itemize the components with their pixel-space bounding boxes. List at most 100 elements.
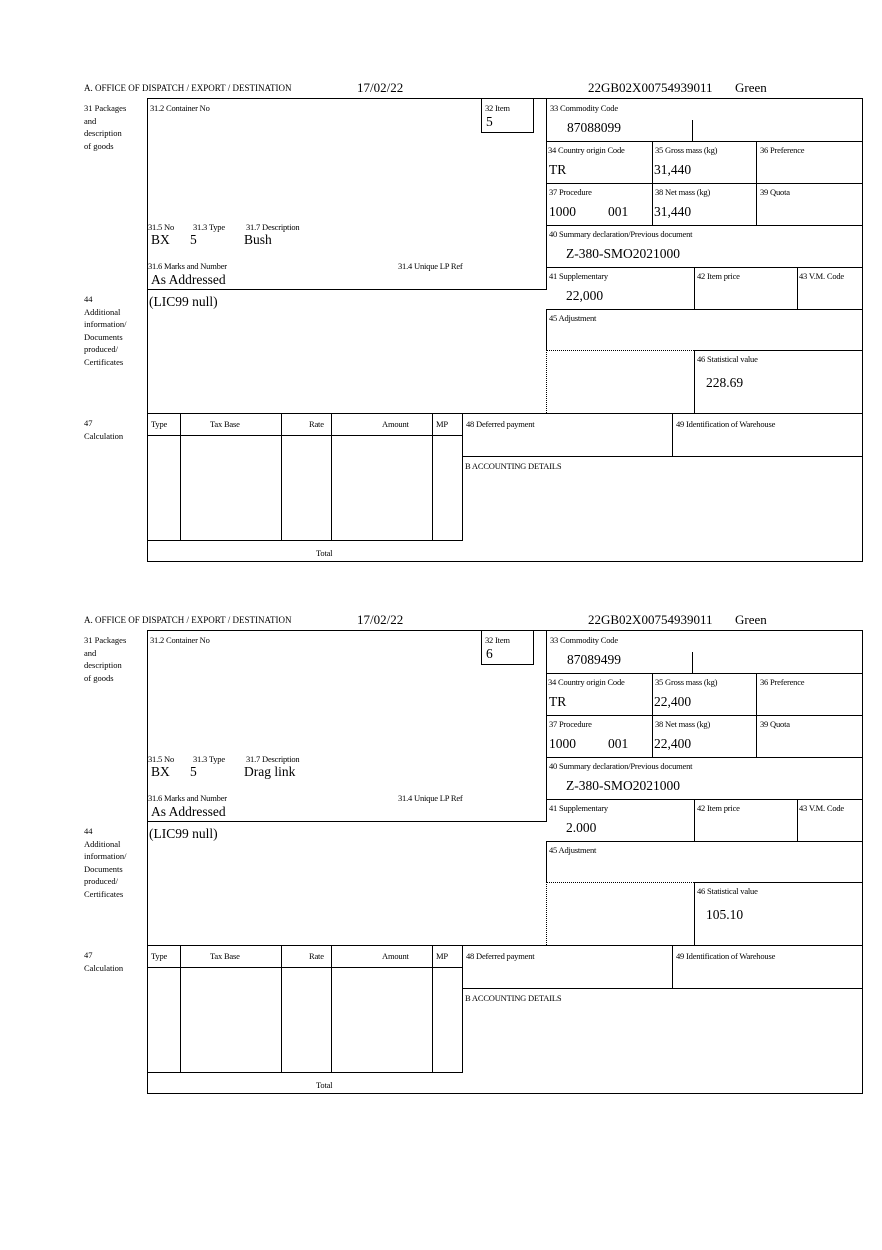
side-label-line: Documents [84, 863, 123, 874]
divider [147, 540, 463, 541]
procedure-label: 37 Procedure [549, 187, 592, 197]
divider [546, 141, 863, 142]
divider [694, 882, 863, 883]
supplementary-label: 41 Supplementary [549, 271, 608, 281]
country-origin-value: TR [549, 694, 567, 709]
divider [672, 945, 673, 988]
divider [147, 1072, 463, 1073]
divider [462, 945, 463, 1072]
procedure-extra-value: 001 [608, 736, 629, 751]
divider [546, 841, 863, 842]
commodity-code-label: 33 Commodity Code [550, 635, 618, 645]
divider [546, 183, 863, 184]
divider [797, 799, 798, 841]
side-label-line: 31 Packages [84, 103, 127, 113]
divider [147, 435, 463, 436]
calc-header-type: Type [151, 951, 168, 961]
divider [546, 673, 863, 674]
calc-header-amount: Amount [382, 951, 409, 961]
divider [180, 945, 181, 1072]
divider [462, 413, 463, 540]
side-label-line: Certificates [84, 888, 124, 899]
description-value: Drag link [244, 764, 296, 779]
divider [546, 225, 863, 226]
divider [546, 757, 863, 758]
summary-declaration-label: 40 Summary declaration/Previous document [549, 229, 693, 239]
statistical-value: 228.69 [706, 375, 744, 390]
side-label-line: 47 [84, 418, 93, 428]
divider [756, 141, 757, 225]
form-frame [147, 630, 863, 1094]
item-price-label: 42 Item price [697, 271, 740, 281]
type-value: 5 [190, 764, 197, 779]
statistical-value-label: 46 Statistical value [697, 354, 758, 364]
side-label-line: 44 [84, 294, 93, 304]
country-origin-label: 34 Country origin Code [548, 677, 625, 687]
container-no-label: 31.2 Container No [150, 103, 210, 113]
vm-code-label: 43 V.M. Code [799, 271, 844, 281]
divider [546, 267, 863, 268]
calc-header-type: Type [151, 419, 168, 429]
vm-code-label: 43 V.M. Code [799, 803, 844, 813]
route-status: Green [735, 80, 767, 95]
description-label: 31.7 Description [246, 222, 300, 232]
side-label-packages: 31 Packages and description of goods [84, 634, 144, 684]
side-label-line: Calculation [84, 962, 124, 973]
item-value: 6 [486, 646, 493, 661]
side-label-line: Certificates [84, 356, 124, 367]
marks-value: As Addressed [151, 272, 226, 287]
divider [432, 413, 433, 540]
divider [652, 141, 653, 225]
side-label-line: produced/ [84, 876, 118, 886]
divider [432, 945, 433, 1072]
container-no-label: 31.2 Container No [150, 635, 210, 645]
side-label-calculation: 47 Calculation [84, 417, 144, 442]
calc-header-mp: MP [436, 419, 448, 429]
side-label-line: 31 Packages [84, 635, 127, 645]
gross-mass-label: 35 Gross mass (kg) [655, 677, 718, 687]
total-label: Total [316, 548, 333, 558]
divider [462, 456, 863, 457]
no-value: BX [151, 764, 170, 779]
reference-number: 22GB02X00754939011 [588, 80, 713, 95]
procedure-value: 1000 [549, 204, 576, 219]
unique-lp-ref-label: 31.4 Unique LP Ref [398, 261, 463, 271]
commodity-code-value: 87089499 [567, 652, 621, 667]
divider [756, 673, 757, 757]
summary-declaration-value: Z-380-SMO2021000 [566, 778, 680, 793]
divider [546, 309, 863, 310]
warehouse-label: 49 Identification of Warehouse [676, 951, 776, 961]
net-mass-label: 38 Net mass (kg) [655, 719, 711, 729]
commodity-code-label: 33 Commodity Code [550, 103, 618, 113]
divider [692, 120, 693, 141]
marks-value: As Addressed [151, 804, 226, 819]
divider [147, 289, 547, 290]
calc-header-mp: MP [436, 951, 448, 961]
country-origin-label: 34 Country origin Code [548, 145, 625, 155]
dotted-divider [546, 882, 694, 883]
calc-header-tax-base: Tax Base [210, 419, 240, 429]
office-header: A. OFFICE OF DISPATCH / EXPORT / DESTINA… [84, 83, 292, 93]
adjustment-label: 45 Adjustment [549, 313, 597, 323]
item-box [481, 630, 534, 665]
supplementary-label: 41 Supplementary [549, 803, 608, 813]
form-frame [147, 98, 863, 562]
quota-label: 39 Quota [760, 187, 790, 197]
divider [694, 799, 695, 841]
deferred-payment-label: 48 Deferred payment [466, 419, 535, 429]
net-mass-value: 22,400 [654, 736, 692, 751]
summary-declaration-value: Z-380-SMO2021000 [566, 246, 680, 261]
divider [281, 945, 282, 1072]
side-label-line: information/ [84, 851, 127, 861]
side-label-line: and [84, 647, 97, 658]
additional-info-value: (LIC99 null) [149, 294, 218, 309]
preference-label: 36 Preference [760, 677, 805, 687]
divider [694, 350, 695, 413]
procedure-extra-value: 001 [608, 204, 629, 219]
side-label-line: 47 [84, 950, 93, 960]
side-label-line: information/ [84, 319, 127, 329]
calc-header-rate: Rate [309, 419, 324, 429]
side-label-line: produced/ [84, 344, 118, 354]
divider [692, 652, 693, 673]
net-mass-label: 38 Net mass (kg) [655, 187, 711, 197]
